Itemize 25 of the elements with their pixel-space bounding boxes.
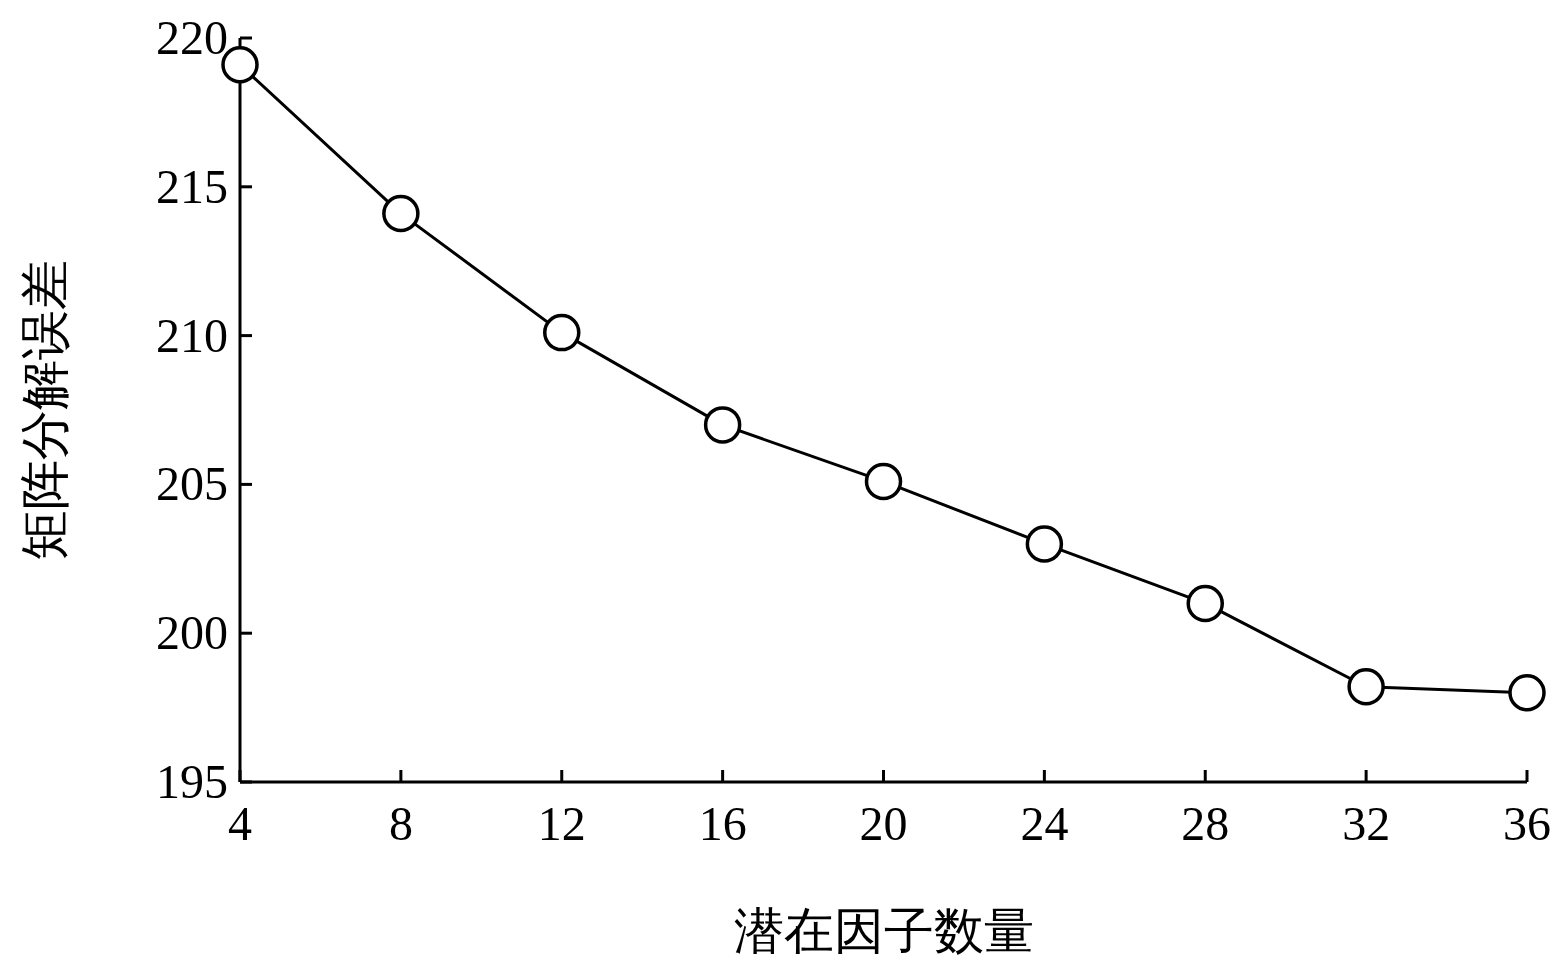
x-tick-label: 32 [1342, 797, 1391, 850]
point [703, 406, 742, 444]
x-tick-label: 4 [228, 797, 252, 850]
point [543, 313, 581, 352]
x-tick-label: 20 [859, 797, 908, 850]
point [864, 462, 903, 501]
y-tick-label: 210 [156, 308, 228, 362]
y-tick-label: 200 [156, 606, 228, 660]
y-tick-label: 215 [156, 159, 228, 213]
point [1025, 525, 1064, 563]
point [1347, 668, 1385, 706]
point [382, 194, 420, 233]
y-tick-label: 195 [156, 755, 228, 808]
x-tick-label: 16 [698, 797, 747, 850]
y-tick-label: 205 [156, 457, 228, 511]
x-tick-label: 36 [1503, 797, 1551, 850]
x-tick-label: 28 [1181, 797, 1230, 850]
x-tick-label: 8 [388, 797, 413, 850]
y-tick-label: 220 [156, 11, 228, 64]
point [1186, 584, 1224, 623]
y-axis-title: 矩阵分解误差 [17, 260, 73, 560]
x-tick-label: 12 [537, 797, 586, 850]
x-tick-label: 24 [1020, 797, 1069, 850]
x-axis-title: 潜在因子数量 [733, 903, 1034, 959]
point [1508, 673, 1546, 712]
